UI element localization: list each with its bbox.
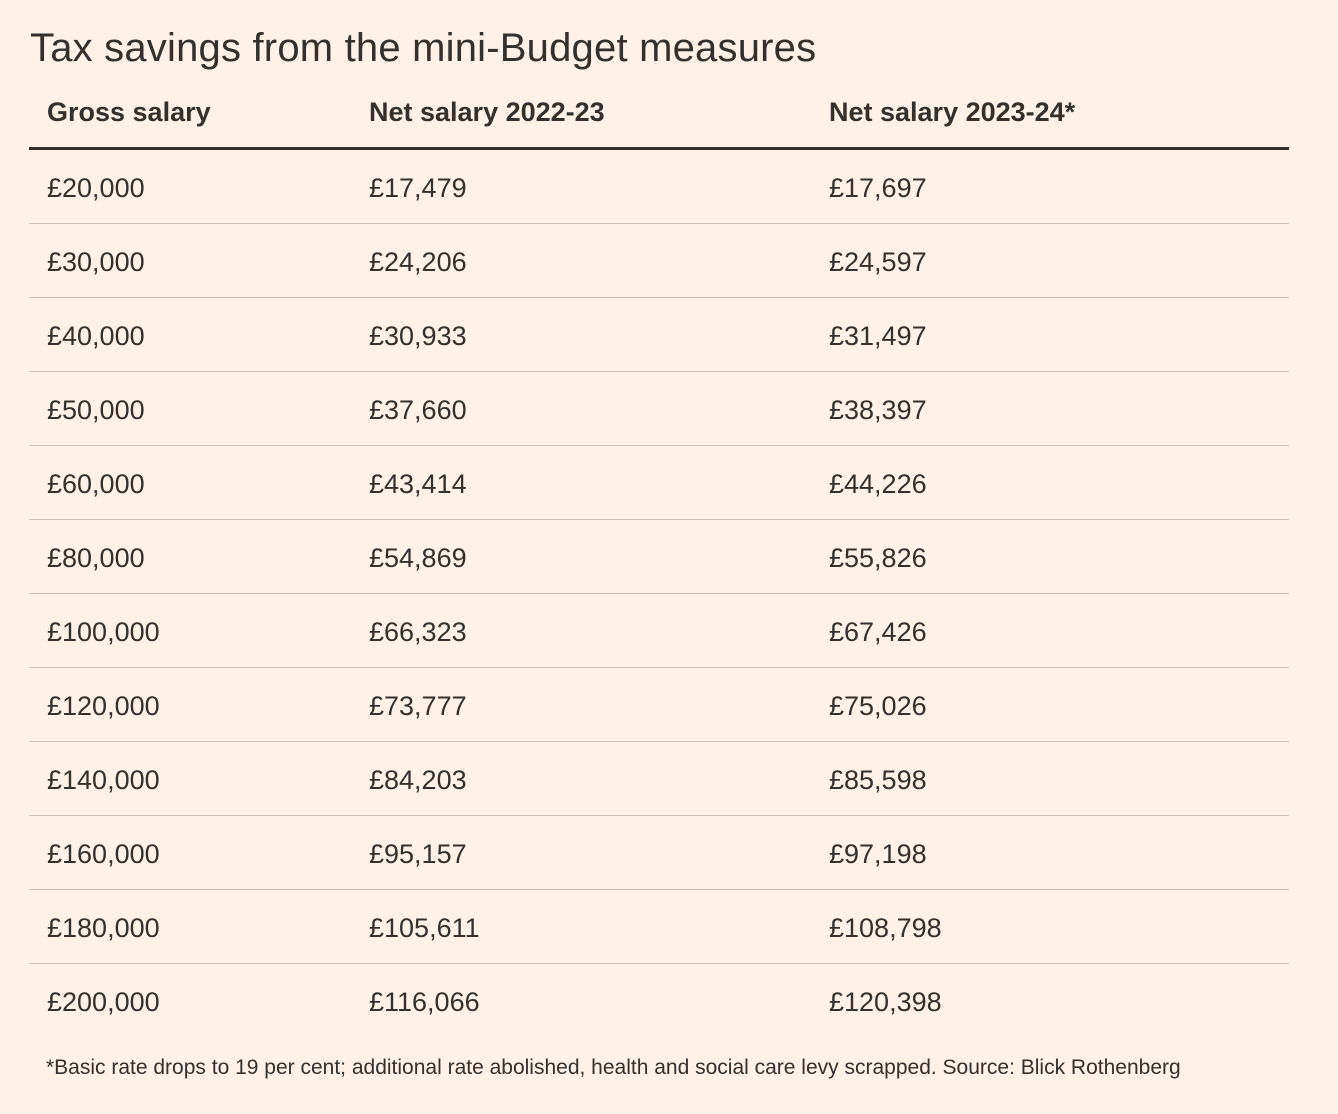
cell-net-salary-2022-23: £24,206 (369, 247, 467, 277)
table-row: £100,000 £66,323 £67,426 (29, 594, 1289, 668)
cell-gross-salary: £200,000 (47, 987, 160, 1017)
cell-gross-salary: £100,000 (47, 617, 160, 647)
table-row: £30,000 £24,206 £24,597 (29, 224, 1289, 298)
column-header-gross-salary: Gross salary (47, 97, 211, 127)
cell-net-salary-2022-23: £17,479 (369, 173, 467, 203)
cell-gross-salary: £80,000 (47, 543, 145, 573)
cell-net-salary-2022-23: £43,414 (369, 469, 467, 499)
table-row: £50,000 £37,660 £38,397 (29, 372, 1289, 446)
cell-net-salary-2022-23: £54,869 (369, 543, 467, 573)
cell-net-salary-2023-24: £24,597 (829, 247, 927, 277)
cell-net-salary-2022-23: £37,660 (369, 395, 467, 425)
cell-net-salary-2023-24: £108,798 (829, 913, 942, 943)
table-row: £120,000 £73,777 £75,026 (29, 668, 1289, 742)
table-row: £60,000 £43,414 £44,226 (29, 446, 1289, 520)
cell-net-salary-2022-23: £30,933 (369, 321, 467, 351)
cell-net-salary-2023-24: £67,426 (829, 617, 927, 647)
cell-gross-salary: £120,000 (47, 691, 160, 721)
cell-net-salary-2023-24: £44,226 (829, 469, 927, 499)
cell-net-salary-2022-23: £66,323 (369, 617, 467, 647)
table-body: £20,000 £17,479 £17,697 £30,000 £24,206 £24,5… (29, 150, 1289, 1037)
cell-net-salary-2022-23: £95,157 (369, 839, 467, 869)
cell-net-salary-2022-23: £84,203 (369, 765, 467, 795)
cell-net-salary-2023-24: £55,826 (829, 543, 927, 573)
cell-net-salary-2022-23: £105,611 (369, 913, 480, 943)
column-header-net-salary-2023-24: Net salary 2023-24* (829, 97, 1076, 127)
table-row: £40,000 £30,933 £31,497 (29, 298, 1289, 372)
table-row: £140,000 £84,203 £85,598 (29, 742, 1289, 816)
cell-net-salary-2023-24: £31,497 (829, 321, 927, 351)
page-title: Tax savings from the mini-Budget measure… (30, 26, 817, 70)
cell-gross-salary: £20,000 (47, 173, 145, 203)
table-row: £200,000 £116,066 £120,398 (29, 964, 1289, 1037)
table-header-row: Gross salary Net salary 2022-23 Net sala… (29, 80, 1289, 150)
cell-gross-salary: £30,000 (47, 247, 145, 277)
table-row: £180,000 £105,611 £108,798 (29, 890, 1289, 964)
cell-net-salary-2022-23: £73,777 (369, 691, 467, 721)
table-row: £20,000 £17,479 £17,697 (29, 150, 1289, 224)
salary-table: Gross salary Net salary 2022-23 Net sala… (29, 80, 1289, 1037)
cell-gross-salary: £60,000 (47, 469, 145, 499)
cell-net-salary-2022-23: £116,066 (369, 987, 480, 1017)
cell-gross-salary: £160,000 (47, 839, 160, 869)
cell-net-salary-2023-24: £75,026 (829, 691, 927, 721)
cell-gross-salary: £180,000 (47, 913, 160, 943)
table-row: £160,000 £95,157 £97,198 (29, 816, 1289, 890)
footnote: *Basic rate drops to 19 per cent; additi… (46, 1056, 1181, 1079)
cell-net-salary-2023-24: £38,397 (829, 395, 927, 425)
cell-net-salary-2023-24: £120,398 (829, 987, 942, 1017)
cell-gross-salary: £140,000 (47, 765, 160, 795)
table-row: £80,000 £54,869 £55,826 (29, 520, 1289, 594)
cell-net-salary-2023-24: £17,697 (829, 173, 927, 203)
cell-net-salary-2023-24: £85,598 (829, 765, 927, 795)
cell-gross-salary: £40,000 (47, 321, 145, 351)
cell-net-salary-2023-24: £97,198 (829, 839, 927, 869)
column-header-net-salary-2022-23: Net salary 2022-23 (369, 97, 605, 127)
cell-gross-salary: £50,000 (47, 395, 145, 425)
